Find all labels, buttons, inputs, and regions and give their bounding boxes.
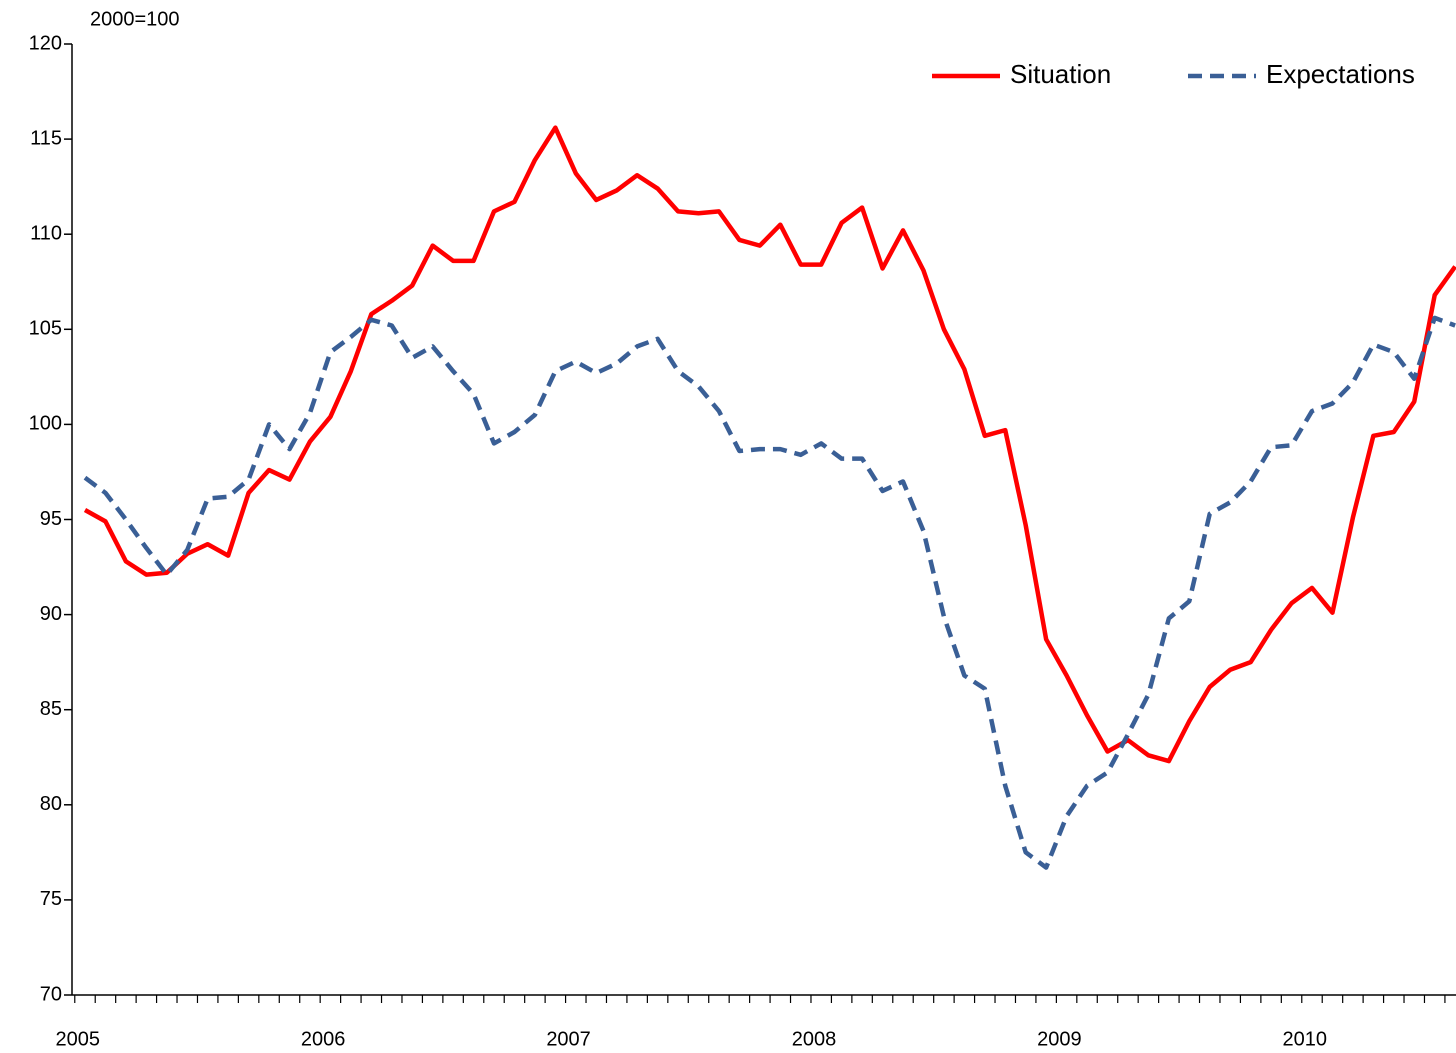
y-tick-label: 70 xyxy=(40,983,62,1005)
legend-label: Situation xyxy=(1010,59,1111,89)
x-tick-label: 2009 xyxy=(1037,1028,1082,1050)
y-tick-label: 115 xyxy=(30,127,62,149)
x-tick-label: 2006 xyxy=(301,1028,346,1050)
x-tick-label: 2005 xyxy=(56,1028,101,1050)
x-tick-label: 2007 xyxy=(546,1028,591,1050)
series-line xyxy=(83,125,1456,764)
x-tick-label: 2010 xyxy=(1283,1028,1328,1050)
y-tick-label: 120 xyxy=(29,32,62,54)
y-tick-label: 90 xyxy=(40,603,62,625)
y-tick-label: 80 xyxy=(40,793,62,815)
series-line xyxy=(83,315,1456,870)
legend-label: Expectations xyxy=(1266,59,1415,89)
unit-label: 2000=100 xyxy=(90,8,180,30)
y-tick-label: 85 xyxy=(40,698,62,720)
y-tick-label: 110 xyxy=(30,222,62,244)
y-tick-label: 100 xyxy=(29,413,62,435)
y-tick-label: 105 xyxy=(29,318,62,340)
x-tick-label: 2008 xyxy=(792,1028,837,1050)
y-tick-label: 75 xyxy=(40,888,62,910)
y-tick-label: 95 xyxy=(40,508,62,530)
